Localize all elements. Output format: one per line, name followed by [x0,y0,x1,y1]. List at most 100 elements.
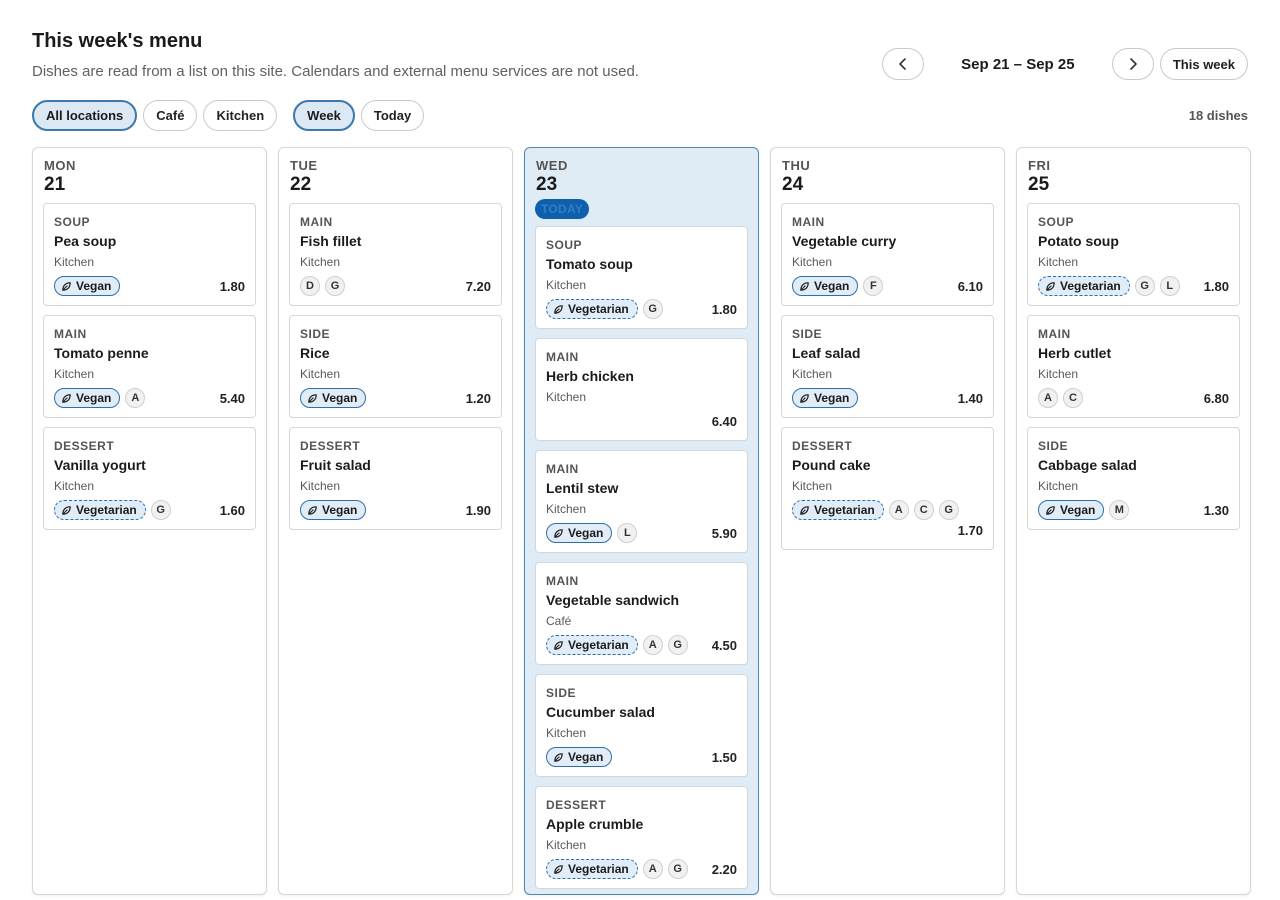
dish-card[interactable]: MAIN Vegetable sandwich Café Vegetarian A G 4.… [535,562,748,665]
dish-list: MAIN Vegetable curry Kitchen Vegan F 6.10 SIDE… [781,203,994,550]
day-name: MON [44,158,76,173]
view-week[interactable]: Week [293,100,355,131]
previous-week-button[interactable] [881,48,924,80]
diet-tag-vegan: Vegan [1038,500,1105,520]
dish-card[interactable]: MAIN Fish fillet Kitchen D G 7.20 [289,203,502,306]
chevron-left-icon [899,58,906,70]
allergen-badge: G [667,635,688,655]
dish-card[interactable]: SOUP Pea soup Kitchen Vegan 1.80 [43,203,256,306]
diet-tag-vegetarian: Vegetarian [546,859,638,879]
next-week-button[interactable] [1111,48,1154,80]
dish-price: 1.50 [711,749,737,765]
dish-meta-row: Vegan 1.40 [792,388,983,408]
dish-meta-row: 6.40 [546,411,737,431]
allergen-badge: M [1109,500,1130,520]
view-today[interactable]: Today [360,100,425,131]
dish-course: DESSERT [546,798,607,812]
diet-tag-vegetarian: Vegetarian [546,635,638,655]
diet-tag-label: Vegan [1060,503,1096,517]
dish-course: MAIN [546,350,579,364]
day-column-fri: FRI 25 SOUP Potato soup Kitchen Vegetarian G L 1… [1016,147,1251,895]
dish-course: DESSERT [300,439,361,453]
dish-card[interactable]: SIDE Cucumber salad Kitchen Vegan 1.50 [535,674,748,777]
dish-price: 2.20 [711,861,737,877]
allergen-badge: A [125,388,146,408]
dish-course: SOUP [1038,215,1075,229]
leaf-icon [1046,281,1055,291]
leaf-icon [554,752,563,762]
dish-course: SIDE [1038,439,1069,453]
dish-card[interactable]: MAIN Herb chicken Kitchen 6.40 [535,338,748,441]
page-title: This week's menu [32,30,203,52]
dish-price-row: 1.70 [792,522,983,540]
filter-cafe[interactable]: Café [143,100,198,131]
dish-name: Herb chicken [546,368,634,384]
dish-list: SOUP Potato soup Kitchen Vegetarian G L 1.80 MA… [1027,203,1240,530]
day-number: 22 [290,174,312,195]
diet-tag-label: Vegan [322,391,358,405]
dish-location: Kitchen [1038,479,1079,493]
diet-tag-label: Vegetarian [568,862,629,876]
leaf-icon [308,393,317,403]
dish-course: MAIN [1038,327,1071,341]
dish-card[interactable]: MAIN Vegetable curry Kitchen Vegan F 6.10 [781,203,994,306]
dish-location: Kitchen [792,367,833,381]
today-badge: TODAY [535,199,590,219]
diet-tag-vegan: Vegan [300,500,367,520]
diet-tag-vegetarian: Vegetarian [792,500,884,520]
day-number: 23 [536,174,558,195]
dish-name: Pea soup [54,233,117,249]
dish-card[interactable]: SIDE Leaf salad Kitchen Vegan 1.40 [781,315,994,418]
diet-tag-vegan: Vegan [546,747,613,767]
dish-location: Kitchen [546,838,587,852]
dish-course: SIDE [300,327,331,341]
dish-card[interactable]: SOUP Tomato soup Kitchen Vegetarian G 1.80 [535,226,748,329]
allergen-badge: F [863,276,884,296]
dish-list: SOUP Tomato soup Kitchen Vegetarian G 1.80 MAI… [535,226,748,889]
dish-price: 1.80 [219,278,245,294]
filter-all-locations[interactable]: All locations [32,100,138,131]
diet-tag-label: Vegan [814,391,850,405]
diet-tag-vegetarian: Vegetarian [546,299,638,319]
dish-name: Fish fillet [300,233,362,249]
filter-kitchen[interactable]: Kitchen [203,100,278,131]
dish-location: Café [546,614,572,628]
dish-card[interactable]: DESSERT Apple crumble Kitchen Vegetarian A G 2… [535,786,748,889]
diet-tag-label: Vegan [76,391,112,405]
dish-course: MAIN [54,327,87,341]
dish-card[interactable]: MAIN Tomato penne Kitchen Vegan A 5.40 [43,315,256,418]
dish-card[interactable]: MAIN Lentil stew Kitchen Vegan L 5.90 [535,450,748,553]
dish-price: 5.40 [219,390,245,406]
allergen-badge: G [150,500,171,520]
page-header: This week's menu Dishes are read from a … [32,30,639,80]
dish-list: MAIN Fish fillet Kitchen D G 7.20 SIDE Rice Kitc… [289,203,502,530]
dish-location: Kitchen [54,479,95,493]
dish-course: SIDE [792,327,823,341]
allergen-badge: A [1038,388,1058,408]
dish-card[interactable]: SIDE Cabbage salad Kitchen Vegan M 1.30 [1027,427,1240,530]
dish-location: Kitchen [546,502,587,516]
dish-name: Cabbage salad [1038,457,1137,473]
diet-tag-label: Vegan [568,750,604,764]
allergen-badge: G [325,276,345,296]
dish-card[interactable]: SIDE Rice Kitchen Vegan 1.20 [289,315,502,418]
diet-tag-vegan: Vegan [54,276,121,296]
diet-tag-label: Vegan [814,279,850,293]
dish-card[interactable]: SOUP Potato soup Kitchen Vegetarian G L 1.80 [1027,203,1240,306]
dish-card[interactable]: DESSERT Fruit salad Kitchen Vegan 1.90 [289,427,502,530]
allergen-badge: G [938,500,959,520]
dish-card[interactable]: DESSERT Vanilla yogurt Kitchen Vegetarian G 1… [43,427,256,530]
this-week-button[interactable]: This week [1159,48,1248,80]
filter-bar: All locations Café Kitchen Week Today [32,100,425,131]
dish-location: Kitchen [792,479,833,493]
dish-course: DESSERT [54,439,115,453]
week-navigation: Sep 21 – Sep 25 This week [881,48,1248,80]
dish-meta-row: Vegetarian G L 1.80 [1038,276,1229,296]
dish-price: 6.10 [957,278,983,294]
page-subtitle: Dishes are read from a list on this site… [32,63,639,80]
dish-card[interactable]: DESSERT Pound cake Kitchen Vegetarian A C G 1.7… [781,427,994,550]
dish-price: 6.80 [1203,390,1229,406]
dish-card[interactable]: MAIN Herb cutlet Kitchen A C 6.80 [1027,315,1240,418]
dish-name: Vegetable curry [792,233,897,249]
week-range: Sep 21 – Sep 25 [961,55,1075,73]
